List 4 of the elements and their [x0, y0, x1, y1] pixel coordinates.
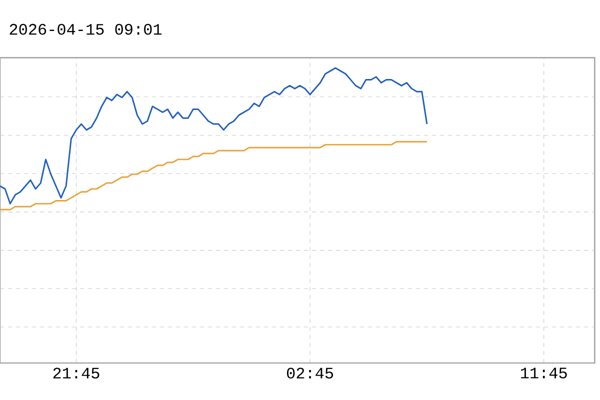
x-tick-label: 02:45 [287, 368, 334, 379]
x-tick-label: 11:45 [520, 368, 567, 378]
x-tick-label: 21:45 [53, 368, 100, 379]
chart-title: 2026-04-15 09:01 [10, 24, 162, 35]
